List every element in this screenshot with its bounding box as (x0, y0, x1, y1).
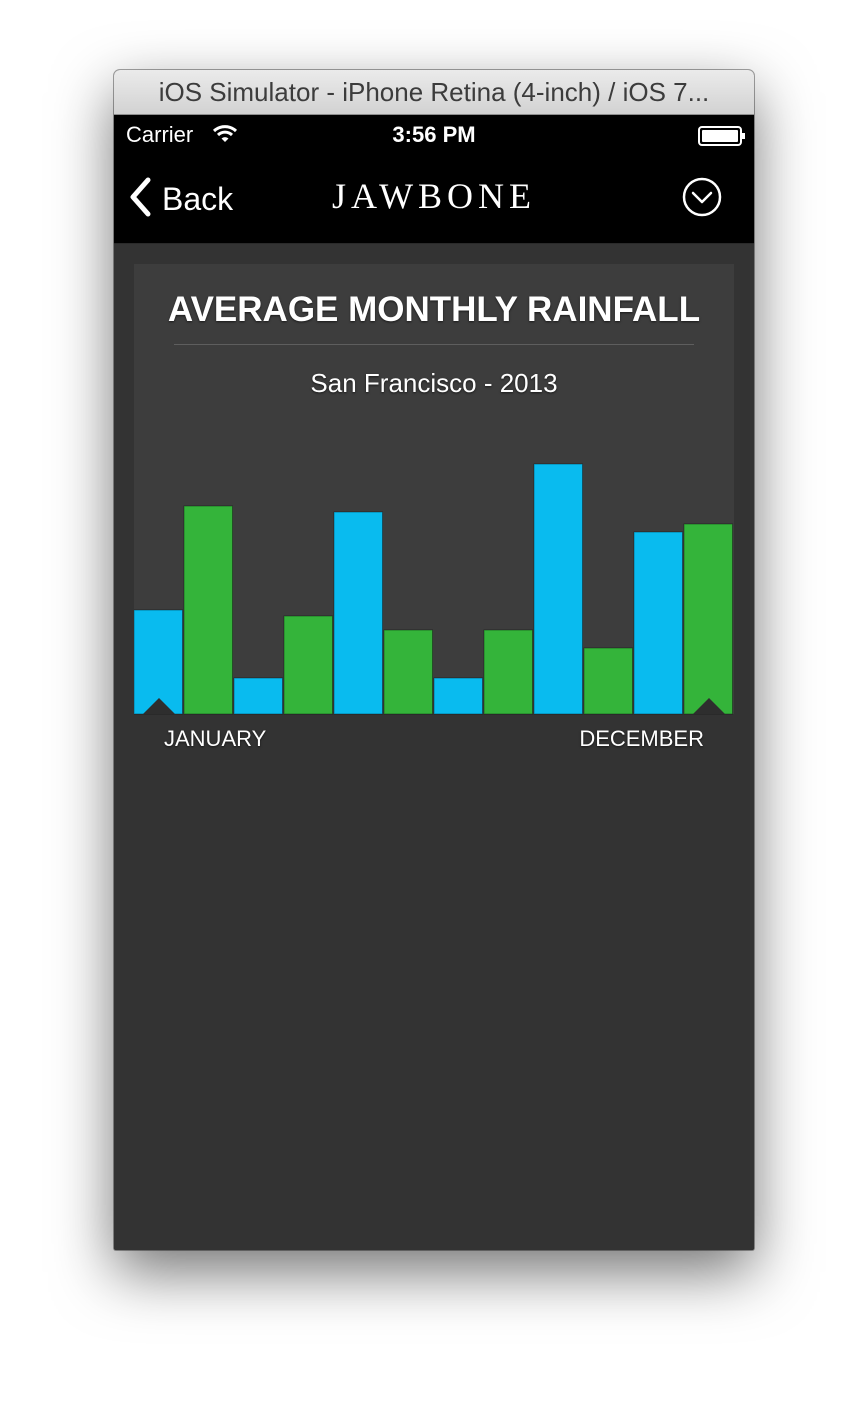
status-time: 3:56 PM (392, 122, 476, 147)
chart-card: AVERAGE MONTHLY RAINFALL San Francisco -… (134, 264, 734, 751)
selection-marker (143, 698, 175, 714)
bar-3[interactable] (233, 677, 283, 715)
window-titlebar[interactable]: iOS Simulator - iPhone Retina (4-inch) /… (114, 70, 754, 115)
chevron-left-icon (128, 177, 152, 222)
bar-10[interactable] (583, 647, 633, 715)
chart-title: AVERAGE MONTHLY RAINFALL (167, 290, 701, 329)
bar-1[interactable] (134, 609, 183, 715)
status-bar: Carrier 3:56 PM (114, 115, 754, 155)
title-divider (174, 344, 694, 345)
bar-9[interactable] (533, 463, 583, 715)
bar-6[interactable] (383, 629, 433, 715)
bar-2[interactable] (183, 505, 233, 715)
back-button[interactable]: Back (128, 177, 233, 222)
bar-12[interactable] (683, 523, 733, 715)
back-label: Back (162, 181, 234, 217)
wifi-icon (212, 123, 238, 151)
chart-subtitle: San Francisco - 2013 (310, 368, 558, 398)
bar-5[interactable] (333, 511, 383, 715)
content-area: AVERAGE MONTHLY RAINFALL San Francisco -… (114, 244, 754, 1250)
bar-chart (134, 463, 733, 715)
carrier-label: Carrier (126, 122, 194, 147)
nav-title-logo: JAWBONE (331, 176, 537, 216)
bar-11[interactable] (633, 531, 683, 715)
x-axis-label-end: DECEMBER (579, 726, 704, 751)
selection-marker (693, 698, 725, 714)
x-axis-label-start: JANUARY (164, 726, 267, 751)
bar-7[interactable] (433, 677, 483, 715)
navigation-bar: Back JAWBONE (114, 155, 754, 244)
battery-icon (698, 126, 745, 146)
chevron-down-circle-icon[interactable] (682, 177, 722, 217)
simulator-window: iOS Simulator - iPhone Retina (4-inch) /… (114, 70, 754, 1250)
bar-4[interactable] (283, 615, 333, 715)
window-title: iOS Simulator - iPhone Retina (4-inch) /… (158, 76, 710, 107)
bar-8[interactable] (483, 629, 533, 715)
